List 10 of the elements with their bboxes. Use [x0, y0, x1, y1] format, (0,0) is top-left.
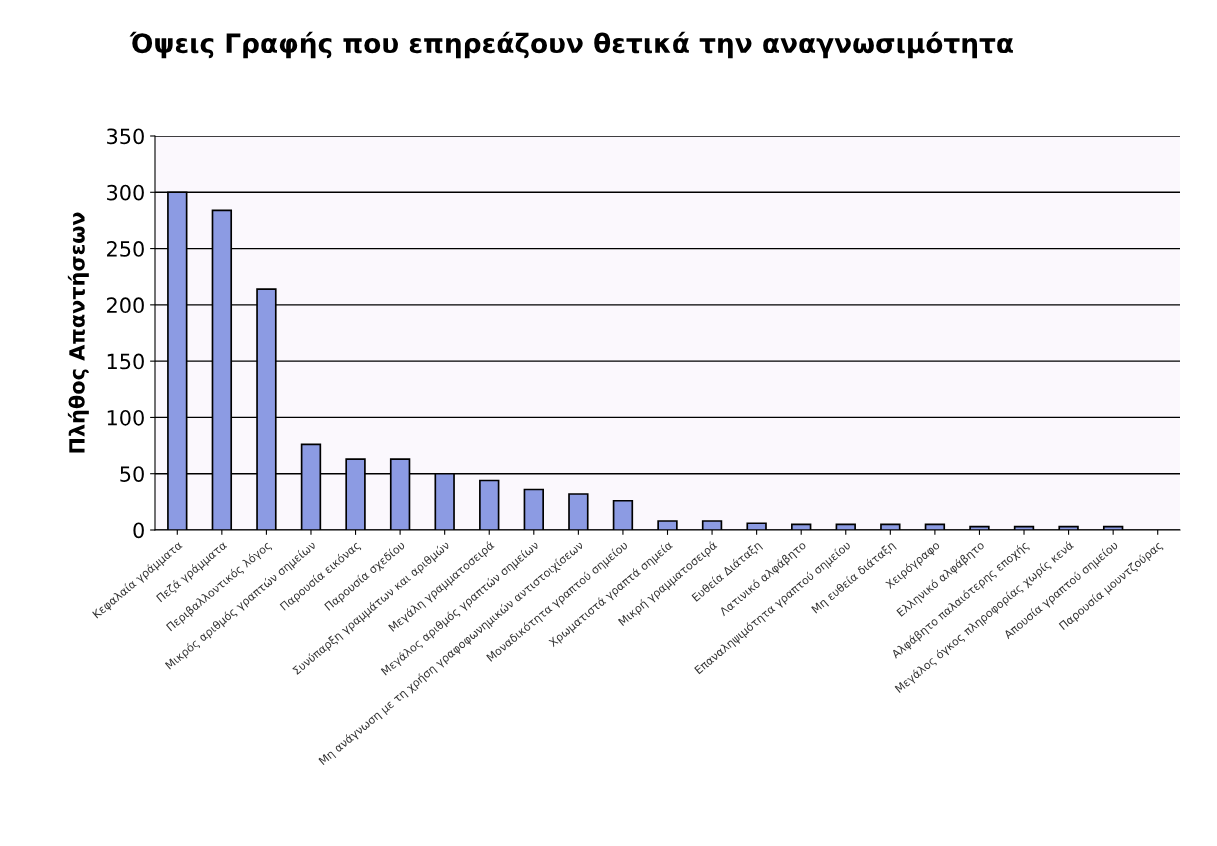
- y-tick-label: 250: [107, 241, 144, 257]
- y-tick-label: 0: [133, 522, 144, 539]
- chart-title: Όψεις Γραφής που επηρεάζουν θετικά την αναγνωσιμότητα: [129, 31, 1013, 59]
- y-tick-label: 200: [107, 297, 144, 314]
- y-tick-label: 300: [107, 184, 144, 201]
- y-tick-label: 100: [107, 409, 144, 426]
- y-axis-title: Πλήθος Απαντήσεων: [67, 212, 89, 453]
- y-tick-label: 150: [107, 353, 144, 370]
- y-tick-label: 350: [107, 128, 144, 145]
- y-tick-label: 50: [120, 466, 144, 482]
